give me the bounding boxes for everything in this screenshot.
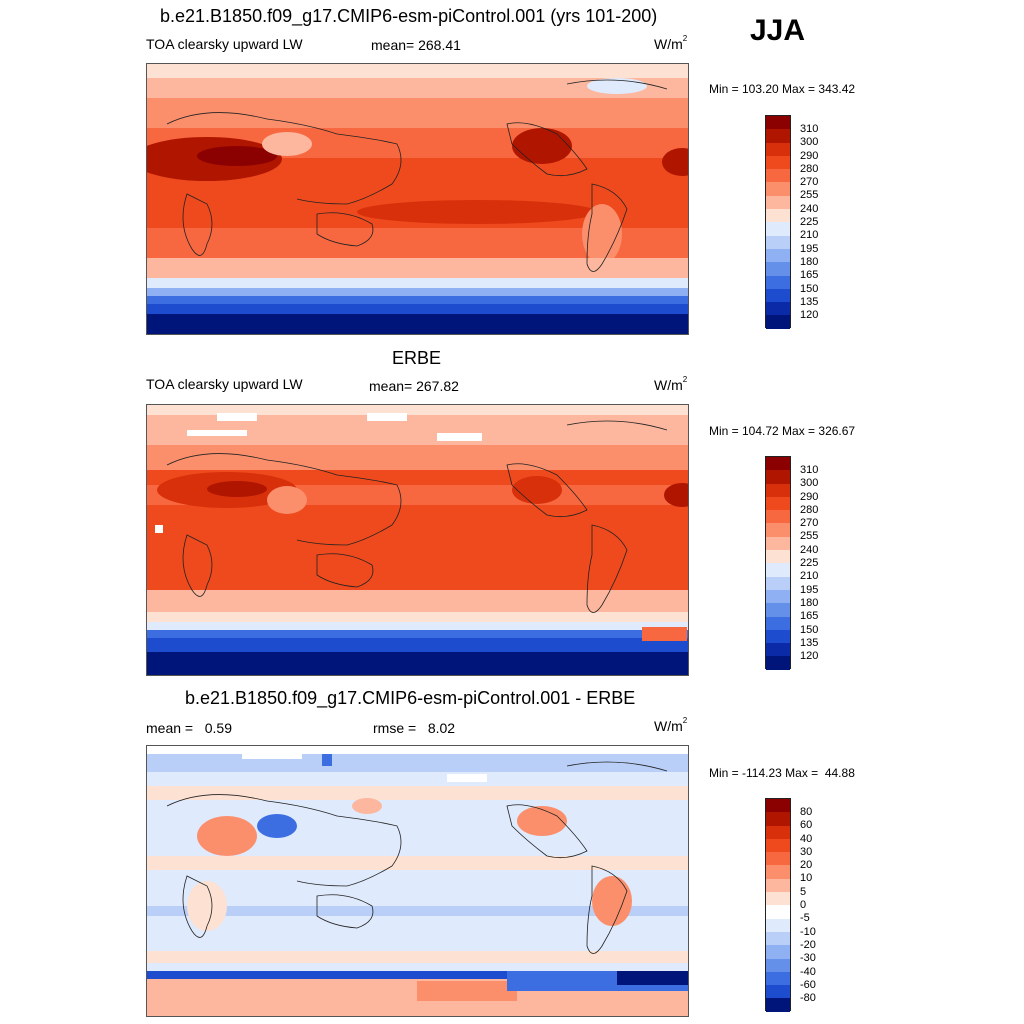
panel3-map (146, 745, 689, 1017)
colorbar-tick-label: 240 (800, 202, 819, 215)
colorbar-tick-label: 270 (800, 517, 819, 530)
colorbar-tick-label: 165 (800, 269, 819, 282)
panel2-mean-label: mean= 267.82 (369, 378, 459, 394)
colorbar-tick-label: 255 (800, 189, 819, 202)
panel2-coastlines (166, 420, 668, 613)
panel2-title: ERBE (392, 348, 442, 368)
panel1-minmax: Min = 103.20 Max = 343.42 (709, 82, 856, 96)
panel2-minmax: Min = 104.72 Max = 326.67 (709, 424, 856, 438)
colorbar-tick-label: 290 (800, 149, 819, 162)
colorbar-tick-label: 310 (800, 464, 819, 476)
panel3-mean-label: mean = 0.59 (146, 720, 233, 736)
colorbar-tick-label: 150 (800, 282, 819, 295)
colorbar-tick-label: 165 (800, 610, 819, 623)
colorbar-tick-label: 270 (800, 176, 819, 189)
colorbar-tick-label: 135 (800, 295, 819, 308)
panel1-map-field (147, 64, 688, 334)
colorbar-tick-label: 120 (800, 309, 819, 322)
panel1-colorbar-labels: 310 300 290 280 270 255 240 225 210 195 … (800, 123, 818, 322)
colorbar-tick-label: -20 (800, 938, 816, 951)
panel3-colorbar (765, 798, 791, 1012)
panel2-map-field (147, 405, 688, 675)
colorbar-tick-label: 310 (800, 123, 819, 135)
colorbar-tick-label: 290 (800, 490, 819, 503)
colorbar-tick-label: 40 (800, 832, 813, 845)
panel3-rmse-label: rmse = 8.02 (373, 720, 456, 736)
panel1-map (146, 63, 689, 335)
panel1-title: b.e21.B1850.f09_g17.CMIP6-esm-piControl.… (160, 6, 658, 26)
colorbar-tick-label: 210 (800, 570, 819, 583)
panel2-units: W/m2 (654, 375, 688, 393)
panel3-title: b.e21.B1850.f09_g17.CMIP6-esm-piControl.… (185, 688, 636, 708)
colorbar-tick-label: -30 (800, 952, 816, 965)
colorbar-tick-label: -5 (800, 912, 810, 925)
colorbar-tick-label: 300 (800, 477, 819, 490)
colorbar-tick-label: 180 (800, 255, 819, 268)
panel1-variable-label: TOA clearsky upward LW (146, 36, 303, 52)
colorbar-tick-label: 10 (800, 872, 813, 885)
panel1-coastlines (166, 79, 668, 272)
season-label: JJA (750, 14, 806, 47)
colorbar-tick-label: 150 (800, 623, 819, 636)
colorbar-tick-label: 135 (800, 636, 819, 649)
panel1-mean-label: mean= 268.41 (371, 37, 461, 53)
colorbar-tick-label: 30 (800, 845, 813, 858)
colorbar-tick-label: -60 (800, 978, 816, 991)
panel3-units: W/m2 (654, 716, 688, 734)
panel2-map (146, 404, 689, 676)
colorbar-tick-label: 210 (800, 229, 819, 242)
colorbar-tick-label: 195 (800, 242, 819, 255)
panel3-minmax: Min = -114.23 Max = 44.88 (709, 766, 855, 780)
panel1-colorbar (765, 115, 791, 329)
colorbar-tick-label: 20 (800, 859, 813, 872)
panel2-colorbar (765, 456, 791, 670)
colorbar-tick-label: 195 (800, 583, 819, 596)
panel3-coastlines (166, 761, 668, 954)
colorbar-tick-label: 180 (800, 596, 819, 609)
colorbar-tick-label: -80 (800, 992, 816, 1005)
panel1-units: W/m2 (654, 34, 688, 52)
colorbar-tick-label: 80 (800, 806, 813, 818)
colorbar-tick-label: 255 (800, 530, 819, 543)
panel2-variable-label: TOA clearsky upward LW (146, 376, 303, 392)
colorbar-tick-label: 120 (800, 650, 819, 663)
panel2-colorbar-labels: 310 300 290 280 270 255 240 225 210 195 … (800, 464, 818, 663)
colorbar-tick-label: 60 (800, 819, 813, 832)
colorbar-tick-label: 225 (800, 557, 819, 570)
colorbar-tick-label: 280 (800, 503, 819, 516)
colorbar-tick-label: -40 (800, 965, 816, 978)
colorbar-tick-label: -10 (800, 925, 816, 938)
colorbar-tick-label: 0 (800, 899, 807, 912)
panel3-map-field (147, 746, 688, 1016)
colorbar-tick-label: 280 (800, 162, 819, 175)
colorbar-tick-label: 300 (800, 136, 819, 149)
panel3-colorbar-labels: 80 60 40 30 20 10 5 0 -5 -10 -20 -30 -40… (800, 806, 816, 1005)
colorbar-tick-label: 225 (800, 216, 819, 229)
colorbar-tick-label: 240 (800, 543, 819, 556)
colorbar-tick-label: 5 (800, 885, 807, 898)
